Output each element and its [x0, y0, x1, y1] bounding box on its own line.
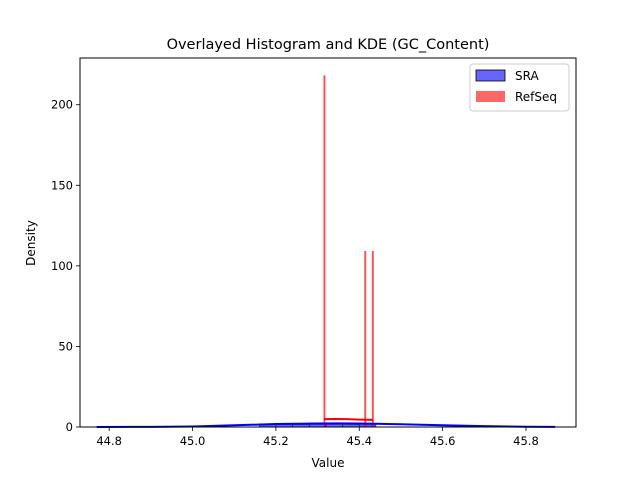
legend-swatch-sra [475, 69, 506, 82]
refseq-hist-bar-0 [323, 75, 326, 428]
plot-frame [79, 57, 577, 428]
x-tick-label: 45.6 [430, 434, 456, 448]
legend-swatch-refseq [476, 91, 505, 102]
y-axis: 0 50 100 150 200 [51, 98, 80, 434]
y-axis-label: Density [24, 220, 38, 266]
legend-label-sra: SRA [515, 69, 539, 83]
chart-title: Overlayed Histogram and KDE (GC_Content) [167, 37, 490, 53]
y-tick-label: 100 [51, 259, 73, 273]
x-tick-label: 44.8 [96, 434, 122, 448]
sra-kde-line [96, 422, 556, 428]
legend-label-refseq: RefSeq [515, 90, 557, 104]
y-tick-label: 0 [66, 420, 73, 434]
x-axis-label: Value [312, 456, 345, 470]
y-tick-label: 200 [51, 98, 73, 112]
plot-area [96, 75, 556, 428]
legend: SRA RefSeq [469, 63, 570, 112]
x-tick-label: 45.8 [513, 434, 539, 448]
y-tick-label: 50 [58, 339, 73, 353]
refseq-hist-bar-1 [364, 251, 367, 428]
x-tick-label: 45.0 [180, 434, 206, 448]
y-tick-label: 150 [51, 178, 73, 192]
refseq-kde-line [323, 417, 374, 421]
x-tick-label: 45.4 [346, 434, 372, 448]
refseq-hist-bar-2 [371, 251, 374, 428]
x-tick-label: 45.2 [263, 434, 289, 448]
x-axis: 44.8 45.0 45.2 45.4 45.6 45.8 [96, 427, 539, 448]
